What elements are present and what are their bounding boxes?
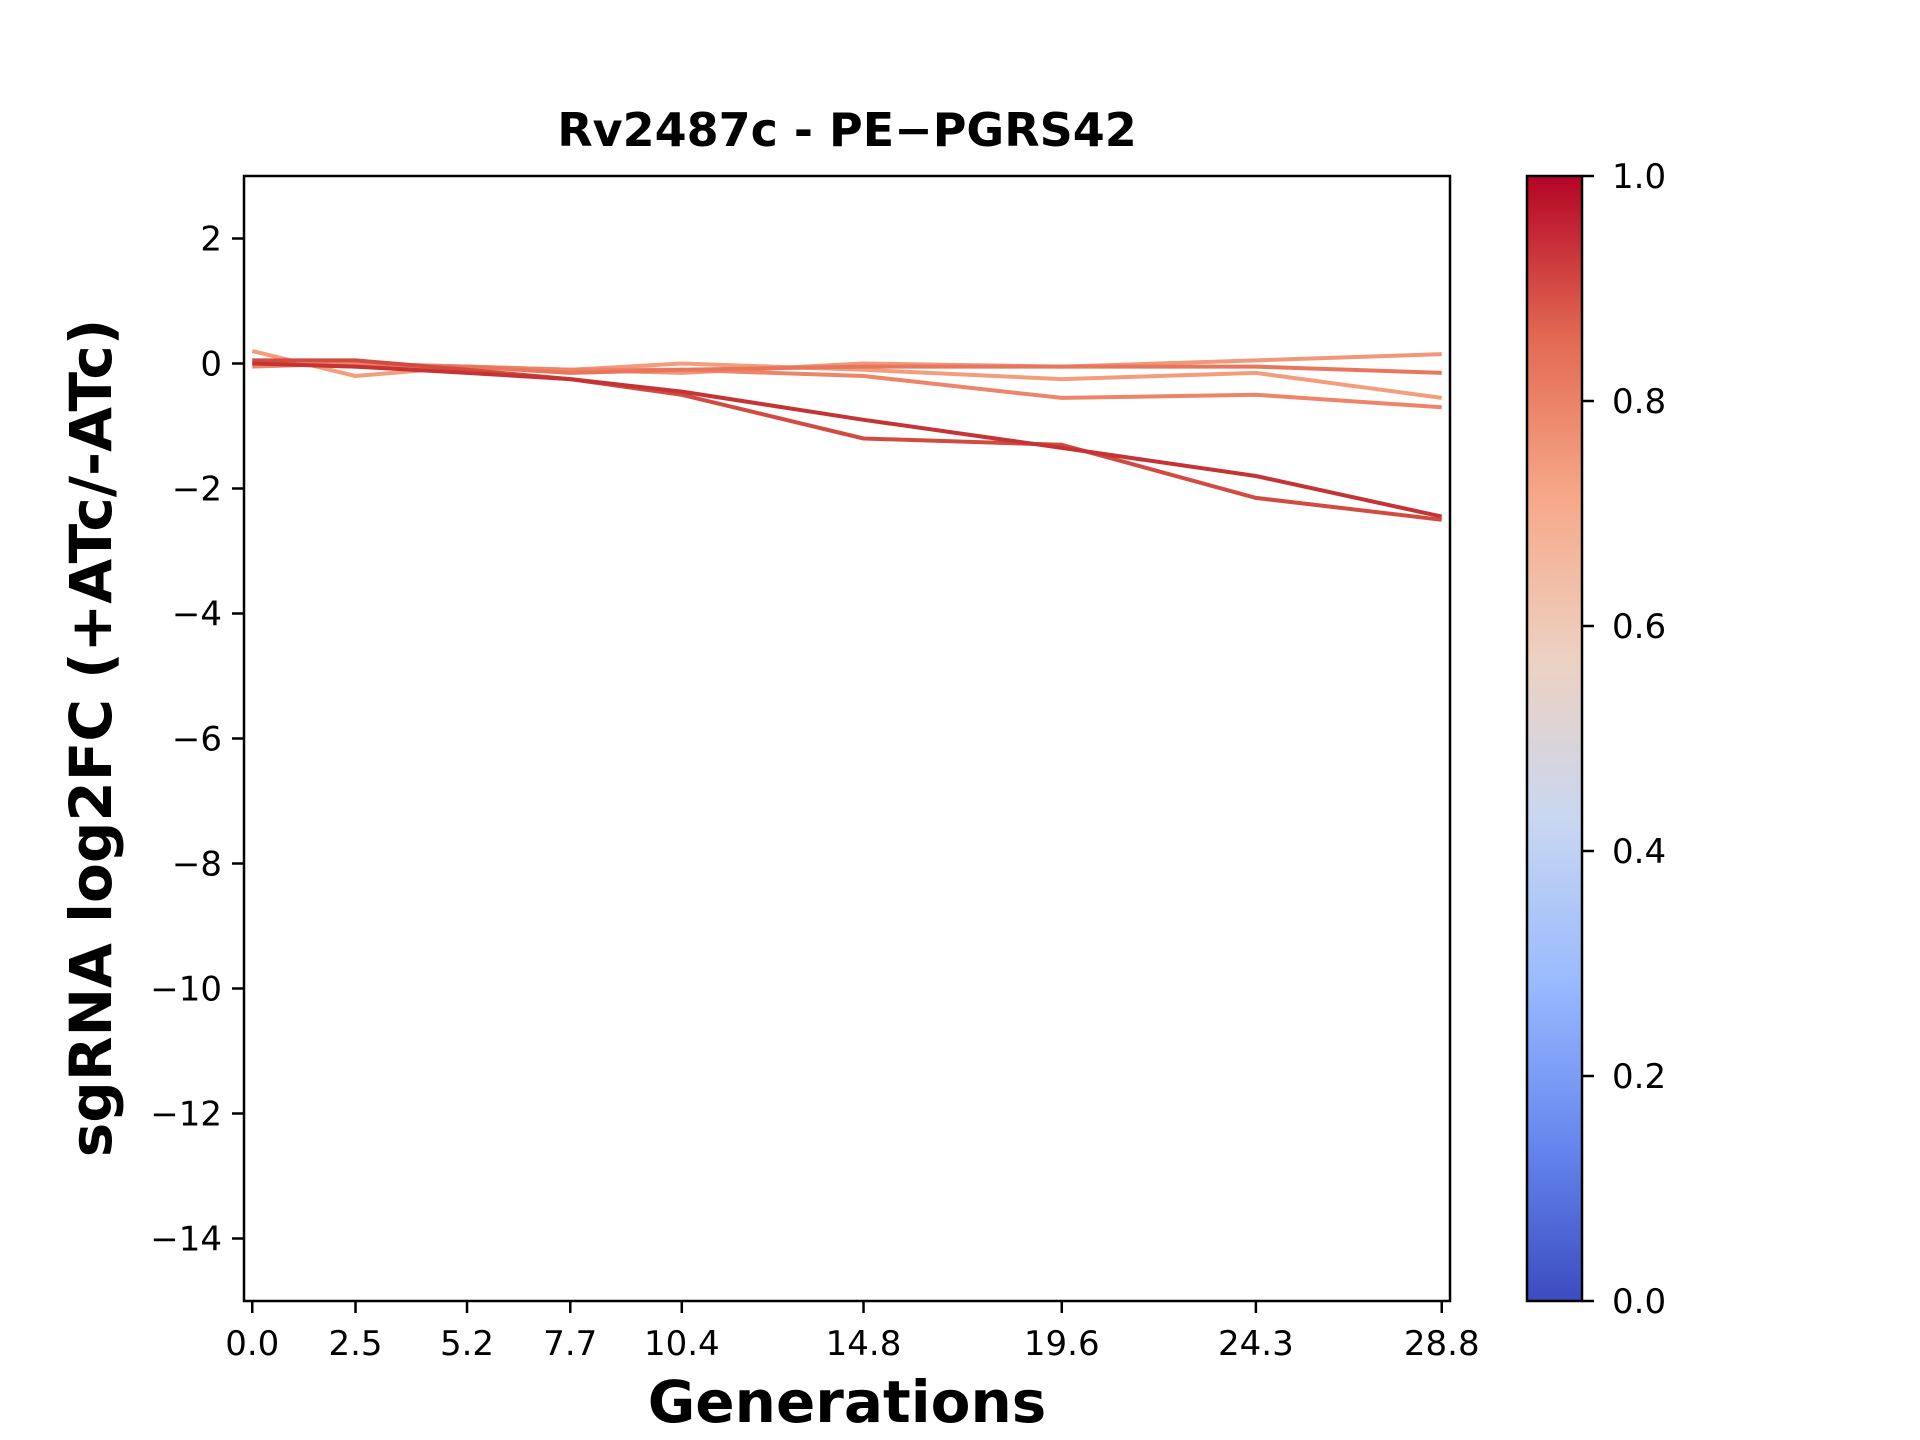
y-tick-label: −14 xyxy=(150,1220,222,1260)
y-tick-label: −10 xyxy=(150,970,222,1010)
x-tick-label: 0.0 xyxy=(225,1324,279,1364)
y-tick-label: −8 xyxy=(172,845,222,885)
y-tick-label: −12 xyxy=(150,1095,222,1135)
x-axis-title: Generations xyxy=(648,1368,1047,1436)
chart-title: Rv2487c - PE−PGRS42 xyxy=(557,103,1137,157)
y-tick-label: 2 xyxy=(200,220,222,260)
y-axis: 2 0 −2 −4 −6 −8 −10 −12 −14 xyxy=(150,220,244,1260)
colorbar-ticks: 1.0 0.8 0.6 0.4 0.2 0.0 xyxy=(1582,157,1666,1322)
colorbar-tick-label: 0.2 xyxy=(1612,1057,1666,1097)
colorbar-gradient xyxy=(1525,174,1584,1303)
plot-area xyxy=(242,174,1452,1303)
y-tick-label: −2 xyxy=(172,470,222,510)
x-tick-label: 2.5 xyxy=(328,1324,382,1364)
series-line-4 xyxy=(252,361,1442,375)
colorbar-tick-label: 1.0 xyxy=(1612,157,1666,197)
series-lines xyxy=(251,349,1443,522)
y-axis-title: sgRNA log2FC (+ATc/-ATc) xyxy=(57,319,125,1157)
colorbar-tick-label: 0.6 xyxy=(1612,607,1666,647)
colorbar-tick-label: 0.0 xyxy=(1612,1282,1666,1322)
series-line-1 xyxy=(251,349,1442,400)
x-tick-label: 19.6 xyxy=(1024,1324,1100,1364)
y-tick-label: 0 xyxy=(200,345,222,385)
x-tick-label: 28.8 xyxy=(1404,1324,1480,1364)
x-tick-label: 24.3 xyxy=(1218,1324,1294,1364)
series-line-5 xyxy=(252,358,1442,522)
plot-frame xyxy=(242,174,1452,1303)
x-tick-label: 14.8 xyxy=(826,1324,902,1364)
colorbar: 1.0 0.8 0.6 0.4 0.2 0.0 xyxy=(1525,157,1666,1322)
x-tick-label: 10.4 xyxy=(644,1324,720,1364)
y-tick-label: −6 xyxy=(172,720,222,760)
x-axis: 0.0 2.5 5.2 7.7 10.4 14.8 19.6 24.3 28.8 xyxy=(225,1301,1480,1364)
y-tick-label: −4 xyxy=(172,595,222,635)
x-tick-label: 5.2 xyxy=(440,1324,494,1364)
colorbar-tick-label: 0.8 xyxy=(1612,382,1666,422)
colorbar-tick-label: 0.4 xyxy=(1612,832,1666,872)
series-line-6 xyxy=(252,361,1443,519)
x-tick-label: 7.7 xyxy=(543,1324,597,1364)
